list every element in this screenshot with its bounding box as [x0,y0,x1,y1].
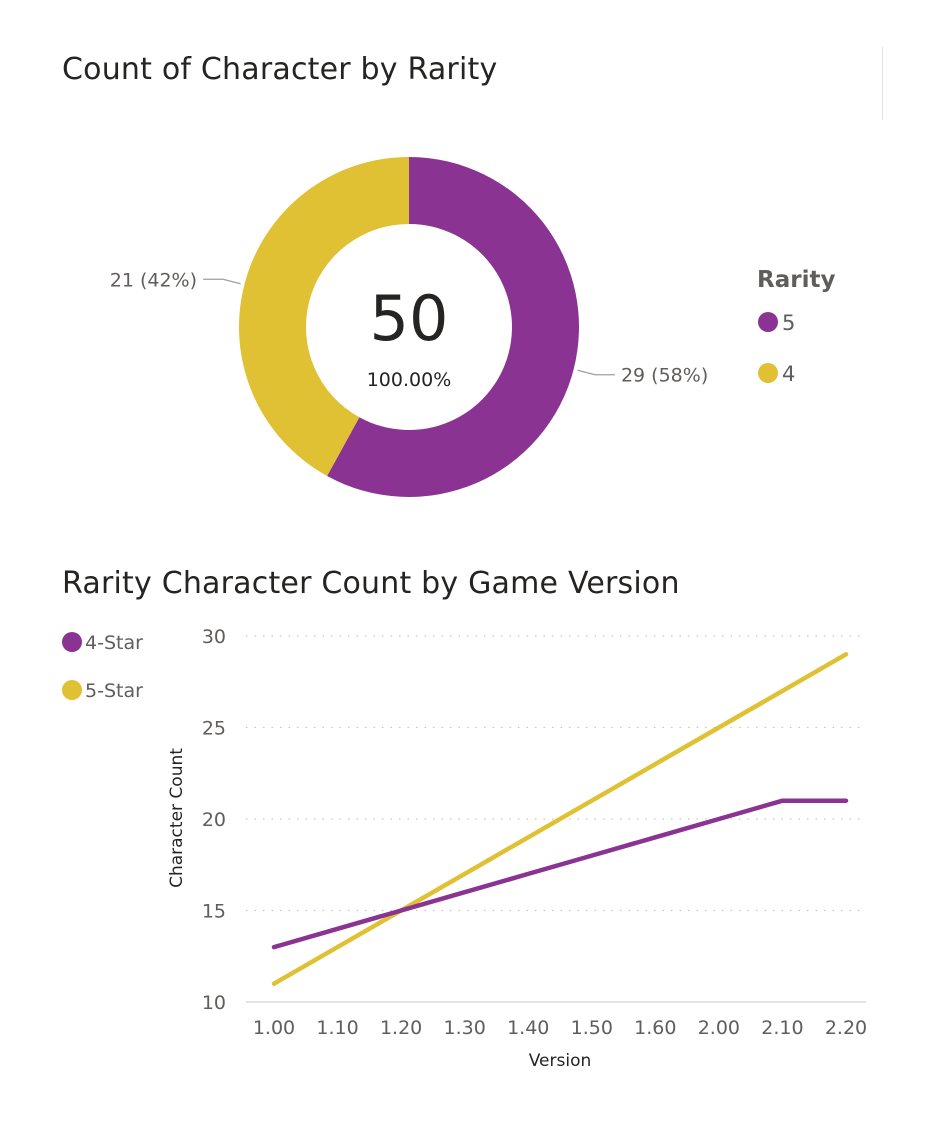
legend-marker [62,632,82,652]
donut-legend: Rarity 5 4 [757,267,835,386]
donut-data-label: 21 (42%) [110,269,197,291]
line-chart-title: Rarity Character Count by Game Version [62,566,680,601]
y-tick-label: 10 [202,992,226,1014]
legend-item-5[interactable]: 5 [758,311,795,335]
x-tick-label: 1.20 [380,1017,422,1039]
series-line-4-star[interactable] [271,798,849,950]
line-legend: 4-Star 5-Star [62,632,143,702]
x-tick-label: 1.00 [253,1017,295,1039]
legend-label: 4-Star [85,632,143,654]
x-tick-label: 1.50 [571,1017,613,1039]
divider [882,47,883,120]
series-line-5-star[interactable] [271,652,849,986]
legend-label: 4 [782,362,795,386]
legend-label: 5-Star [85,680,143,702]
legend-marker [62,680,82,700]
legend-title: Rarity [757,267,835,293]
x-tick-label: 2.20 [825,1017,867,1039]
x-tick-label: 1.10 [316,1017,358,1039]
legend-item-5-star[interactable]: 5-Star [62,680,143,702]
y-tick-label: 30 [202,626,226,648]
legend-marker [758,363,778,383]
x-axis-title: Version [529,1051,592,1071]
x-tick-label: 1.60 [634,1017,676,1039]
y-axis-title: Character Count [167,748,187,888]
donut-chart-title: Count of Character by Rarity [62,52,498,87]
donut-leader-line [577,369,615,376]
x-tick-label: 1.30 [444,1017,486,1039]
legend-marker [758,312,778,332]
legend-item-4[interactable]: 4 [758,362,795,386]
donut-chart: 29 (58%) 21 (42%) 50 100.00% Rarity 5 4 [110,157,835,497]
y-tick-label: 25 [202,718,226,740]
donut-slice-4[interactable] [238,157,409,476]
legend-label: 5 [782,311,795,335]
donut-center-percent: 100.00% [367,369,452,391]
x-tick-label: 2.00 [698,1017,740,1039]
y-tick-label: 20 [202,809,226,831]
x-tick-label: 1.40 [507,1017,549,1039]
donut-leader-line [203,278,241,285]
y-tick-label: 15 [202,901,226,923]
donut-center-value: 50 [370,282,449,355]
donut-data-label: 29 (58%) [621,365,708,387]
donut-slice-5[interactable] [327,157,579,497]
legend-item-4-star[interactable]: 4-Star [62,632,143,654]
x-tick-label: 2.10 [761,1017,803,1039]
